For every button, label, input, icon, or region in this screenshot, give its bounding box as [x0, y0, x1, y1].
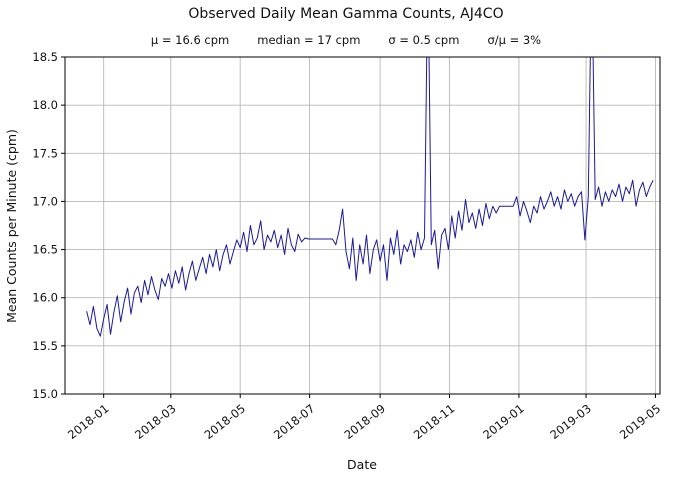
y-tick-label: 15.5: [32, 339, 58, 353]
x-tick-label: 2018-07: [271, 401, 317, 442]
plot-border: [64, 56, 661, 395]
y-tick-label: 18.5: [32, 50, 58, 64]
stat-mu: μ = 16.6 cpm: [150, 33, 230, 47]
x-axis-label: Date: [347, 457, 377, 472]
y-tick-label: 17.0: [32, 194, 58, 208]
stat-ratio: σ/μ = 3%: [487, 33, 542, 47]
x-tick-label: 2018-03: [132, 401, 178, 442]
chart-subtitle: μ = 16.6 cpm median = 17 cpm σ = 0.5 cpm…: [0, 33, 692, 47]
y-axis-label: Mean Counts per Minute (cpm): [4, 129, 19, 323]
y-tick-label: 15.0: [32, 387, 58, 401]
data-line: [86, 57, 654, 337]
stat-median: median = 17 cpm: [257, 33, 361, 47]
x-tick-label: 2018-09: [341, 401, 387, 442]
x-tick-label: 2019-05: [617, 401, 663, 442]
x-tick-label: 2018-01: [65, 401, 111, 442]
y-tick-label: 16.5: [32, 243, 58, 257]
stat-sigma: σ = 0.5 cpm: [388, 33, 460, 47]
chart-title: Observed Daily Mean Gamma Counts, AJ4CO: [188, 6, 504, 22]
x-tick-label: 2018-05: [202, 401, 248, 442]
x-tick-label: 2019-03: [547, 401, 593, 442]
x-tick-label: 2018-11: [411, 401, 457, 442]
y-tick-label: 16.0: [32, 291, 58, 305]
x-tick-label: 2019-01: [480, 401, 526, 442]
y-tick-label: 18.0: [32, 98, 58, 112]
y-tick-label: 17.5: [32, 146, 58, 160]
